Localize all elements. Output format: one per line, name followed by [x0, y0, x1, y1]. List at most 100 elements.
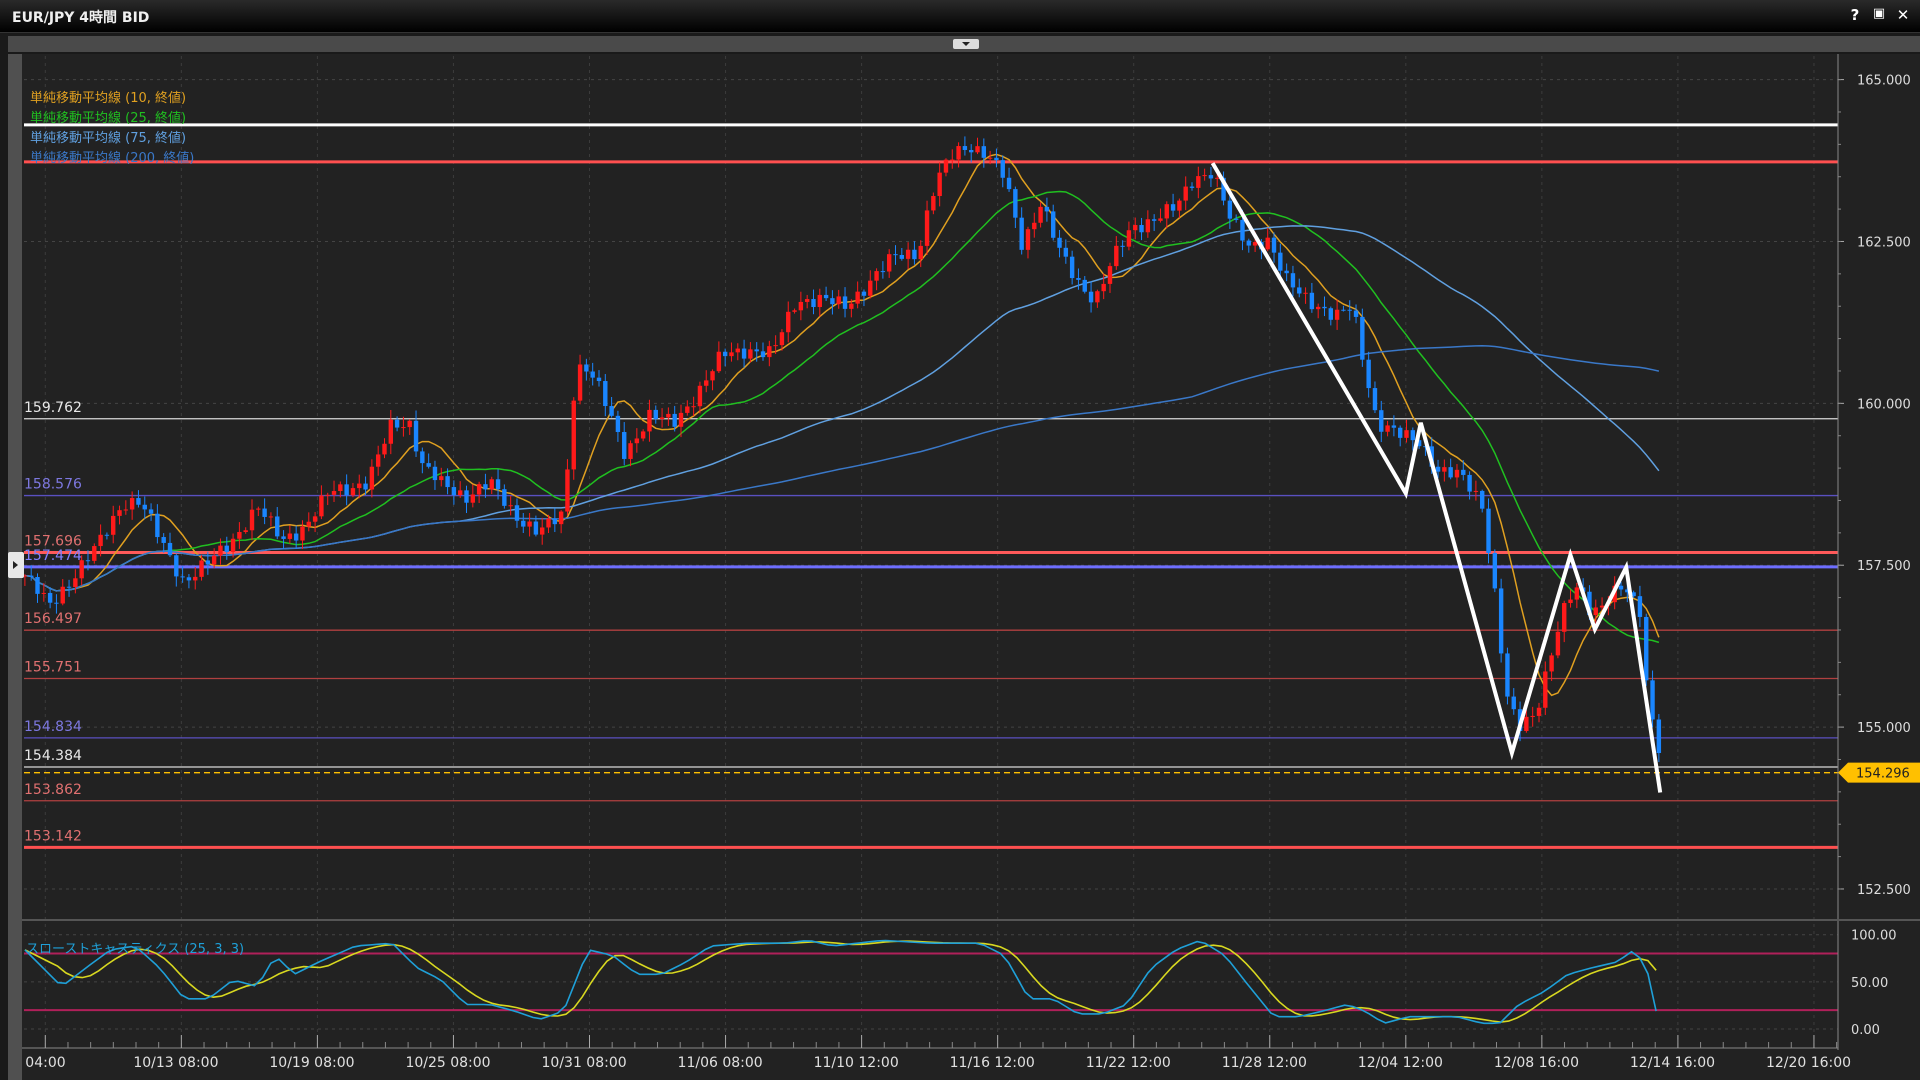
- candle-body: [312, 516, 318, 522]
- horizontal-line-label: 156.497: [24, 611, 82, 627]
- candle-body: [1498, 588, 1504, 654]
- candle-body: [565, 469, 570, 512]
- candle-body: [533, 521, 539, 535]
- candle-body: [155, 513, 160, 538]
- candle-body: [426, 463, 431, 467]
- time-tick-label: 10/19 08:00: [269, 1055, 354, 1071]
- candle-body: [243, 530, 248, 533]
- time-tick-label: 11/22 12:00: [1086, 1055, 1171, 1071]
- candle-body: [1637, 596, 1643, 617]
- candle-body: [1120, 245, 1125, 247]
- candle-body: [1650, 680, 1655, 720]
- stoch-tick-label: 100.00: [1851, 929, 1897, 944]
- candle-body: [136, 498, 141, 505]
- time-tick-label: 12/14 16:00: [1630, 1055, 1715, 1071]
- maximize-icon[interactable]: ▣: [1872, 6, 1886, 21]
- candle-body: [1284, 270, 1289, 274]
- candle-body: [823, 294, 829, 299]
- sma-200-line: [24, 345, 1660, 592]
- time-tick-label: 12/04 12:00: [1358, 1055, 1443, 1071]
- candle-body: [571, 400, 576, 470]
- candle-body: [924, 210, 930, 246]
- candle-body: [786, 311, 791, 333]
- candle-body: [1303, 292, 1308, 294]
- candle-body: [1366, 359, 1371, 389]
- candle-body: [1183, 186, 1188, 201]
- candle-body: [476, 484, 482, 495]
- candle-body: [1290, 273, 1296, 288]
- time-tick-label: 10/31 08:00: [542, 1055, 627, 1071]
- horizontal-line-label: 154.834: [24, 719, 82, 735]
- candle-body: [969, 149, 974, 153]
- panel-toggle-handle[interactable]: [8, 552, 24, 578]
- candle-body: [937, 172, 942, 197]
- candle-body: [186, 577, 192, 581]
- candle-body: [767, 346, 772, 358]
- candle-body: [981, 146, 987, 158]
- candle-body: [1164, 204, 1169, 219]
- candle-body: [540, 527, 545, 535]
- candle-body: [994, 157, 999, 161]
- candle-body: [237, 532, 242, 539]
- chevron-down-icon[interactable]: [953, 39, 979, 49]
- candle-body: [1385, 425, 1390, 432]
- price-tick-label: 152.500: [1857, 883, 1911, 898]
- candle-body: [1088, 291, 1094, 303]
- candle-body: [1593, 607, 1598, 616]
- price-tick-label: 155.000: [1857, 721, 1911, 736]
- candle-body: [29, 575, 34, 577]
- help-button[interactable]: ?: [1850, 6, 1860, 24]
- candle-body: [300, 526, 305, 541]
- candle-body: [117, 510, 122, 516]
- candle-body: [735, 348, 740, 353]
- candle-body: [874, 271, 879, 281]
- time-tick-label: 11/28 12:00: [1222, 1055, 1307, 1071]
- candle-body: [161, 537, 166, 543]
- candle-body: [836, 296, 841, 305]
- candle-body: [1133, 225, 1138, 231]
- candle-body: [281, 536, 286, 539]
- candle-body: [773, 345, 778, 347]
- candle-body: [855, 291, 860, 304]
- candle-body: [754, 349, 759, 352]
- candle-body: [1025, 229, 1031, 250]
- candle-body: [931, 196, 936, 211]
- candle-body: [748, 349, 753, 359]
- candle-body: [470, 494, 476, 503]
- candle-body: [943, 159, 949, 173]
- candle-body: [1473, 490, 1479, 492]
- candle-body: [98, 534, 103, 547]
- candle-body: [849, 303, 854, 309]
- candle-body: [804, 299, 810, 302]
- time-tick-label: 10/25 08:00: [405, 1055, 490, 1071]
- candle-body: [401, 427, 406, 429]
- candle-body: [306, 521, 311, 527]
- candle-body: [268, 516, 274, 518]
- candle-body: [1006, 177, 1012, 190]
- candle-body: [653, 409, 658, 420]
- candle-body: [60, 586, 65, 604]
- candle-body: [691, 406, 696, 408]
- candle-body: [899, 254, 905, 259]
- candle-body: [464, 490, 469, 503]
- close-icon[interactable]: ✕: [1896, 6, 1910, 24]
- horizontal-line-label: 158.576: [24, 477, 82, 493]
- candle-body: [905, 249, 911, 259]
- candle-body: [1233, 218, 1239, 220]
- candle-body: [47, 592, 53, 603]
- candle-body: [975, 146, 980, 153]
- candle-body: [1240, 219, 1245, 241]
- candle-body: [1095, 291, 1100, 303]
- candle-body: [1051, 211, 1056, 238]
- candle-body: [1562, 603, 1567, 632]
- candle-body: [262, 508, 267, 517]
- candle-body: [514, 505, 520, 521]
- candle-body: [249, 509, 255, 531]
- horizontal-line-label: 157.474: [24, 548, 82, 564]
- candle-body: [527, 521, 532, 527]
- candle-body: [174, 555, 179, 577]
- title-bar: EUR/JPY 4時間 BID ? ▣ ✕: [0, 0, 1920, 33]
- candle-body: [1044, 206, 1050, 212]
- candle-body: [1246, 240, 1251, 246]
